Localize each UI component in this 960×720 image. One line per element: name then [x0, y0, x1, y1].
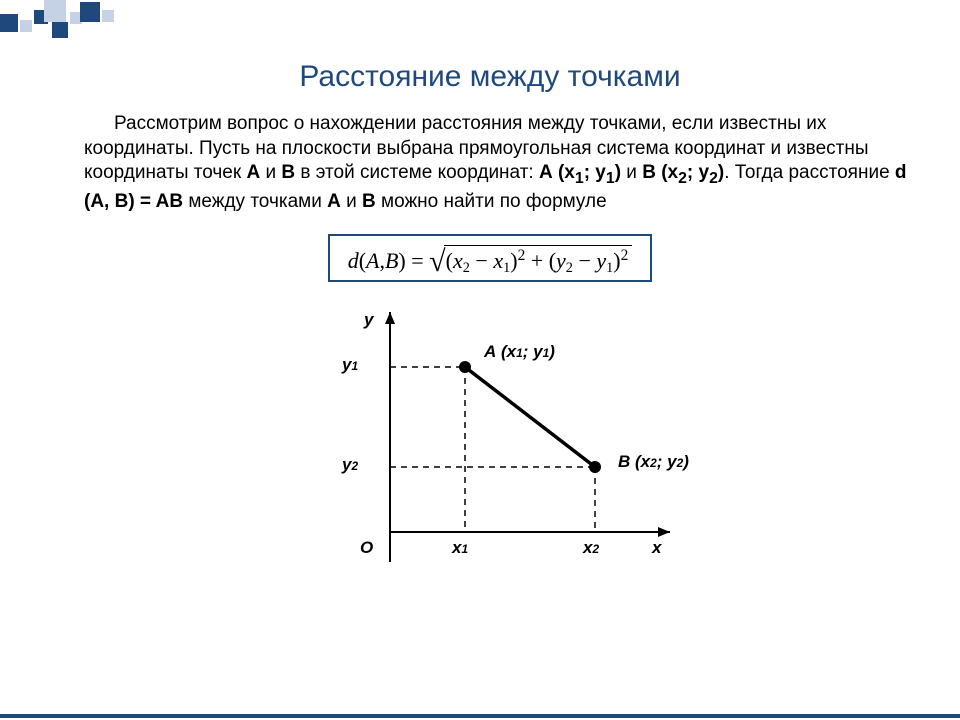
bold-A2: А	[327, 191, 341, 212]
deco-square	[80, 2, 100, 22]
text: между точками	[183, 191, 327, 212]
label-O: О	[360, 538, 373, 558]
deco-square	[52, 22, 68, 38]
slide-footer-line	[0, 714, 960, 718]
bold-A: А	[246, 162, 260, 183]
label-x-axis: x	[652, 538, 661, 558]
label-x2: x2	[583, 538, 599, 558]
deco-square	[20, 20, 32, 32]
formula-lhs: d(A,B) =	[348, 248, 429, 273]
deco-square	[44, 0, 66, 22]
distance-formula: d(A,B) = √ (x2 − x1)2 + (y2 − y1)2	[328, 234, 653, 282]
sqrt-symbol: √	[429, 245, 445, 278]
label-y1: y1	[342, 355, 358, 375]
bold-B: В	[281, 162, 295, 183]
text: и	[621, 162, 642, 183]
text: в этой системе координат:	[295, 162, 539, 183]
label-y2: y2	[342, 455, 358, 475]
sqrt-radicand: (x2 − x1)2 + (y2 − y1)2	[444, 245, 633, 274]
text: и	[260, 162, 281, 183]
deco-square	[0, 14, 18, 32]
coordinate-chart: y1 y2 x1 x2 О y x А (x1; y1) В (x2; y2)	[280, 302, 700, 582]
label-x1: x1	[452, 538, 468, 558]
body-paragraph: Рассмотрим вопрос о нахождении расстояни…	[84, 112, 912, 214]
label-point-B: В (x2; y2)	[618, 452, 689, 472]
slide-title: Расстояние между точками	[60, 60, 920, 94]
formula-container: d(A,B) = √ (x2 − x1)2 + (y2 − y1)2	[60, 234, 920, 282]
coord-A: А (x1; y1)	[539, 162, 621, 183]
slide-corner-decoration	[0, 0, 960, 40]
text: можно найти по формуле	[376, 191, 607, 212]
text: . Тогда расстояние	[724, 162, 895, 183]
slide-content: Расстояние между точками Рассмотрим вопр…	[60, 60, 920, 582]
coord-B: В (x2; y2)	[642, 162, 724, 183]
text: и	[341, 191, 362, 212]
deco-square	[102, 10, 114, 22]
label-y-axis: y	[364, 310, 373, 330]
bold-B2: В	[362, 191, 376, 212]
label-point-A: А (x1; y1)	[484, 342, 555, 362]
